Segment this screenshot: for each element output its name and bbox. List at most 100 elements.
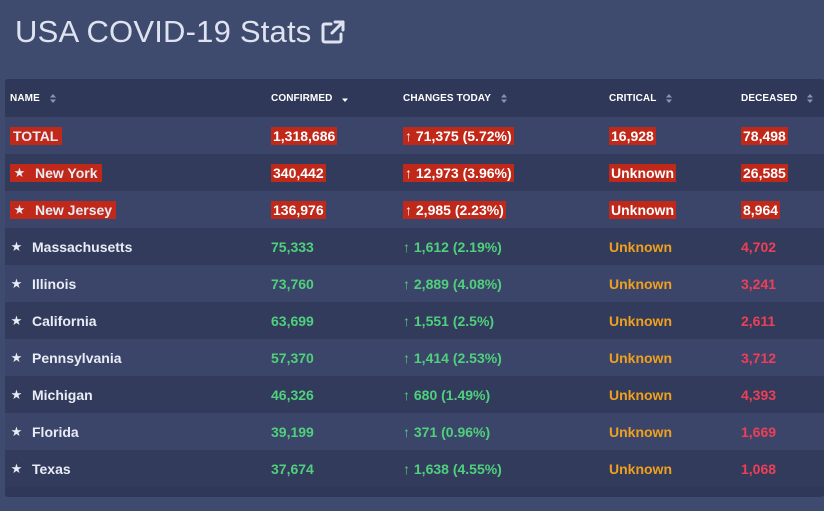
critical-value: Unknown bbox=[609, 423, 672, 440]
state-name-label: New York bbox=[35, 164, 98, 181]
confirmed-value: 39,199 bbox=[271, 423, 314, 440]
star-icon[interactable]: ★ bbox=[10, 387, 23, 402]
cell-confirmed: 39,199 bbox=[271, 413, 403, 450]
critical-value: Unknown bbox=[609, 275, 672, 292]
star-icon[interactable]: ★ bbox=[10, 461, 23, 476]
state-name-label: TOTAL bbox=[13, 127, 59, 144]
state-name-label: California bbox=[32, 313, 97, 329]
cell-changes-today: ↑ 1,551 (2.5%) bbox=[403, 302, 609, 339]
table-row[interactable]: ★ New York 340,442 ↑ 12,973 (3.96%) Unknown 2… bbox=[5, 154, 824, 191]
confirmed-value: 63,699 bbox=[271, 312, 314, 329]
cell-deceased: 1,669 bbox=[741, 413, 824, 450]
table-row[interactable]: ★ California 63,699 ↑ 1,551 (2.5%) Unknown 2,… bbox=[5, 302, 824, 339]
cell-confirmed: 1,318,686 bbox=[271, 117, 403, 154]
changes-today-value: ↑ 371 (0.96%) bbox=[403, 423, 491, 440]
state-name-label: Pennsylvania bbox=[32, 350, 122, 366]
column-header-confirmed[interactable]: CONFIRMED bbox=[271, 79, 403, 117]
cell-deceased: 1,068 bbox=[741, 450, 824, 487]
state-name[interactable]: ★ New Jersey bbox=[10, 200, 117, 219]
cell-deceased: 3,241 bbox=[741, 265, 824, 302]
cell-confirmed: 73,760 bbox=[271, 265, 403, 302]
confirmed-value: 340,442 bbox=[271, 163, 326, 182]
page-title: USA COVID-19 Stats bbox=[15, 14, 312, 49]
state-name-label: Florida bbox=[32, 424, 79, 440]
cell-changes-today: ↑ 12,973 (3.96%) bbox=[403, 154, 609, 191]
column-header-label: DECEASED bbox=[741, 92, 798, 104]
state-name-label: Michigan bbox=[32, 387, 93, 403]
state-name[interactable]: ★ California bbox=[10, 313, 97, 329]
state-name[interactable]: ★ Pennsylvania bbox=[10, 350, 122, 366]
state-name[interactable]: ★ Florida bbox=[10, 424, 79, 440]
deceased-value: 4,393 bbox=[741, 386, 777, 403]
state-name-label: New Jersey bbox=[35, 201, 113, 218]
external-link-icon[interactable] bbox=[320, 19, 346, 45]
state-name[interactable]: TOTAL bbox=[10, 126, 63, 145]
column-header-label: NAME bbox=[10, 92, 40, 104]
cell-confirmed: 46,326 bbox=[271, 376, 403, 413]
table-row[interactable]: ★ Texas 37,674 ↑ 1,638 (4.55%) Unknown 1,068 bbox=[5, 450, 824, 487]
cell-critical: Unknown bbox=[609, 191, 741, 228]
cell-name: ★ New York bbox=[5, 154, 271, 191]
table-row[interactable]: TOTAL 1,318,686 ↑ 71,375 (5.72%) 16,928 78,4… bbox=[5, 117, 824, 154]
changes-today-value: ↑ 1,551 (2.5%) bbox=[403, 312, 495, 329]
cell-confirmed: 63,699 bbox=[271, 302, 403, 339]
cell-name: TOTAL bbox=[5, 117, 271, 154]
cell-confirmed: 136,976 bbox=[271, 191, 403, 228]
star-icon[interactable]: ★ bbox=[13, 201, 26, 217]
cell-changes-today: ↑ 71,375 (5.72%) bbox=[403, 117, 609, 154]
column-header-deceased[interactable]: DECEASED bbox=[741, 79, 824, 117]
cell-changes-today: ↑ 1,414 (2.53%) bbox=[403, 339, 609, 376]
cell-name: ★ Massachusetts bbox=[5, 228, 271, 265]
table-row[interactable]: ★ Florida 39,199 ↑ 371 (0.96%) Unknown 1,669 bbox=[5, 413, 824, 450]
state-name[interactable]: ★ New York bbox=[10, 163, 102, 182]
star-icon[interactable]: ★ bbox=[10, 239, 23, 254]
column-header-label: CRITICAL bbox=[609, 92, 657, 104]
sort-neutral-icon[interactable] bbox=[501, 93, 507, 103]
state-name-label: Massachusetts bbox=[32, 239, 133, 255]
critical-value: Unknown bbox=[609, 386, 672, 403]
table-row[interactable]: ★ Massachusetts 75,333 ↑ 1,612 (2.19%) Unkno… bbox=[5, 228, 824, 265]
cell-changes-today: ↑ 371 (0.96%) bbox=[403, 413, 609, 450]
cell-changes-today: ↑ 1,612 (2.19%) bbox=[403, 228, 609, 265]
star-icon[interactable]: ★ bbox=[10, 350, 23, 365]
cell-deceased: 3,712 bbox=[741, 339, 824, 376]
cell-changes-today: ↑ 1,638 (4.55%) bbox=[403, 450, 609, 487]
sort-descending-icon[interactable] bbox=[342, 94, 349, 103]
column-header-changes-today[interactable]: CHANGES TODAY bbox=[403, 79, 609, 117]
changes-today-value: ↑ 680 (1.49%) bbox=[403, 386, 491, 403]
cell-critical: Unknown bbox=[609, 339, 741, 376]
cell-changes-today: ↑ 680 (1.49%) bbox=[403, 376, 609, 413]
star-icon[interactable]: ★ bbox=[10, 276, 23, 291]
cell-name: ★ Florida bbox=[5, 413, 271, 450]
state-name-label: Texas bbox=[32, 461, 71, 477]
critical-value: Unknown bbox=[609, 238, 672, 255]
column-header-critical[interactable]: CRITICAL bbox=[609, 79, 741, 117]
state-name[interactable]: ★ Illinois bbox=[10, 276, 77, 292]
column-header-name[interactable]: NAME bbox=[5, 79, 271, 117]
cell-deceased: 4,702 bbox=[741, 228, 824, 265]
state-name[interactable]: ★ Texas bbox=[10, 461, 71, 477]
table-row[interactable]: ★ Illinois 73,760 ↑ 2,889 (4.08%) Unknown 3,2… bbox=[5, 265, 824, 302]
deceased-value: 3,241 bbox=[741, 275, 777, 292]
sort-neutral-icon[interactable] bbox=[666, 93, 673, 103]
critical-value: Unknown bbox=[609, 460, 672, 477]
star-icon[interactable]: ★ bbox=[13, 164, 26, 180]
star-icon[interactable]: ★ bbox=[10, 424, 23, 439]
changes-today-value: ↑ 12,973 (3.96%) bbox=[403, 163, 514, 182]
critical-value: 16,928 bbox=[609, 126, 656, 145]
cell-deceased: 2,611 bbox=[741, 302, 824, 339]
deceased-value: 4,702 bbox=[741, 238, 777, 255]
cell-name: ★ Texas bbox=[5, 450, 271, 487]
sort-neutral-icon[interactable] bbox=[807, 93, 814, 103]
table-row[interactable]: ★ Pennsylvania 57,370 ↑ 1,414 (2.53%) Unknow… bbox=[5, 339, 824, 376]
table-row[interactable]: ★ New Jersey 136,976 ↑ 2,985 (2.23%) Unknown… bbox=[5, 191, 824, 228]
state-name[interactable]: ★ Michigan bbox=[10, 387, 93, 403]
stats-table: NAME CONFIRMED CHANGES TODAY bbox=[5, 79, 824, 487]
star-icon[interactable]: ★ bbox=[10, 313, 23, 328]
cell-name: ★ California bbox=[5, 302, 271, 339]
changes-today-value: ↑ 2,985 (2.23%) bbox=[403, 200, 506, 219]
table-row[interactable]: ★ Michigan 46,326 ↑ 680 (1.49%) Unknown 4,393 bbox=[5, 376, 824, 413]
state-name[interactable]: ★ Massachusetts bbox=[10, 239, 133, 255]
changes-today-value: ↑ 1,638 (4.55%) bbox=[403, 460, 502, 477]
sort-neutral-icon[interactable] bbox=[49, 93, 56, 103]
